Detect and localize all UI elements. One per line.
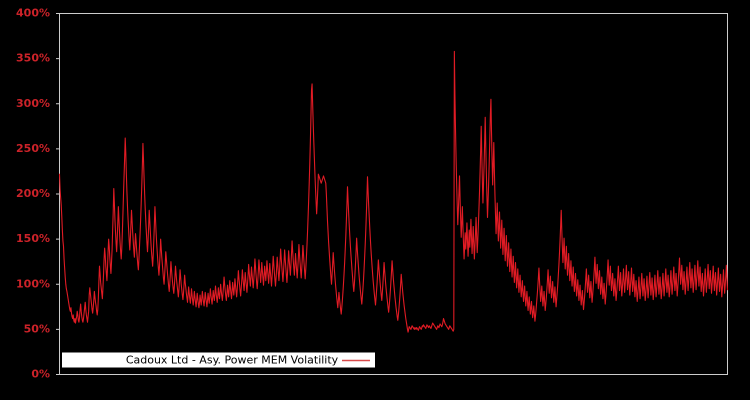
y-axis-tick-label: 150% <box>16 232 50 245</box>
y-axis-tick-label: 250% <box>16 142 50 155</box>
y-axis-tick-label: 400% <box>16 7 50 20</box>
y-axis-tick-label: 200% <box>16 187 50 200</box>
y-axis-tick-label: 350% <box>16 52 50 65</box>
series-line-cadoux-volatility <box>58 50 729 333</box>
legend-background <box>62 352 375 368</box>
legend-label: Cadoux Ltd - Asy. Power MEM Volatility <box>126 354 339 367</box>
y-axis-tick-label: 50% <box>24 322 50 335</box>
series-group <box>58 50 729 333</box>
y-axis-tick-labels: 0% 50% 100% 150% 200% 250% 300% 350% 400% <box>16 7 50 381</box>
y-axis-tick-label: 100% <box>16 277 50 290</box>
y-axis-tick-label: 300% <box>16 97 50 110</box>
y-axis-tick-marks <box>56 13 60 375</box>
chart-legend[interactable]: Cadoux Ltd - Asy. Power MEM Volatility <box>62 352 375 368</box>
y-axis-tick-label: 0% <box>31 368 50 381</box>
plot-frame <box>59 13 728 375</box>
